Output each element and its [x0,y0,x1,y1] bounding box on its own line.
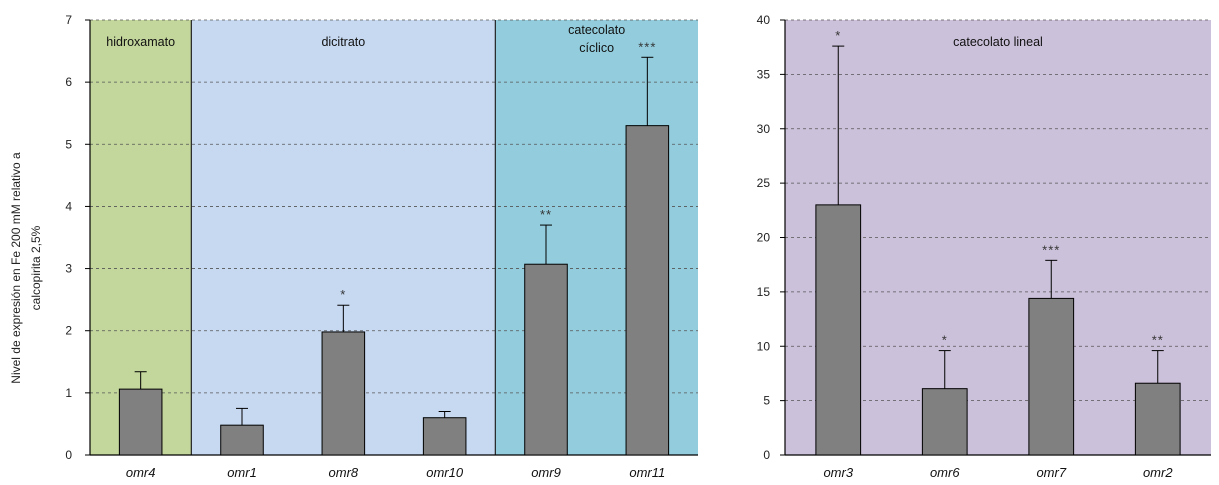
group-background-1 [191,20,496,455]
y-tick-label: 20 [757,231,771,245]
bar-omr7 [1028,297,1075,456]
bar-omr9 [524,263,568,456]
y-tick-label: 10 [757,339,771,353]
y-tick-label: 30 [757,122,771,136]
group-label-0: hidroxamato [106,35,175,49]
y-axis-title-line-2: calcopirita 2,5% [29,225,43,310]
group-label-2: cíclico [579,41,614,55]
significance-omr2: ** [1152,333,1164,348]
group-background-0 [785,20,1211,455]
significance-omr8: * [340,287,346,302]
right-chart: 0 5 10 15 20 25 30 35 40 catecolato lineal * omr3 * o… [757,13,1211,480]
bar-omr4 [118,388,163,456]
significance-omr9: ** [540,207,552,222]
group-background-2 [495,20,698,455]
y-tick-label: 25 [757,176,771,190]
group-background-0 [90,20,192,455]
category-label-omr1: omr1 [227,465,257,480]
bar-omr8 [321,331,366,456]
significance-omr7: *** [1042,242,1060,257]
y-tick-label: 5 [763,394,770,408]
y-axis-title-line-1: Nivel de expresión en Fe 200 mM relativo… [9,152,23,384]
y-tick-label: 0 [763,448,770,462]
group-label-1: dicitrato [321,35,365,49]
bar-omr11 [625,125,670,456]
significance-omr3: * [835,28,841,43]
y-tick-label: 35 [757,67,771,81]
group-label-0: catecolato lineal [953,35,1043,49]
significance-omr6: * [942,333,948,348]
group-label-2: catecolato [568,23,625,37]
bar-omr3 [815,204,862,456]
bar-omr10 [422,417,467,456]
category-label-omr2: omr2 [1143,465,1173,480]
category-label-omr4: omr4 [126,465,156,480]
bar-omr2 [1134,382,1181,456]
category-label-omr3: omr3 [823,465,853,480]
bar-omr6 [921,388,968,456]
category-label-omr10: omr10 [426,465,464,480]
significance-omr11: *** [638,39,656,54]
category-label-omr11: omr11 [629,465,665,480]
y-axis-title: Nivel de expresión en Fe 200 mM relativo… [9,152,43,384]
category-label-omr8: omr8 [329,465,359,480]
category-label-omr6: omr6 [930,465,960,480]
y-tick-label: 40 [757,13,771,27]
category-label-omr9: omr9 [531,465,561,480]
bar-omr1 [220,424,264,456]
category-label-omr7: omr7 [1036,465,1066,480]
y-tick-label: 15 [757,285,771,299]
